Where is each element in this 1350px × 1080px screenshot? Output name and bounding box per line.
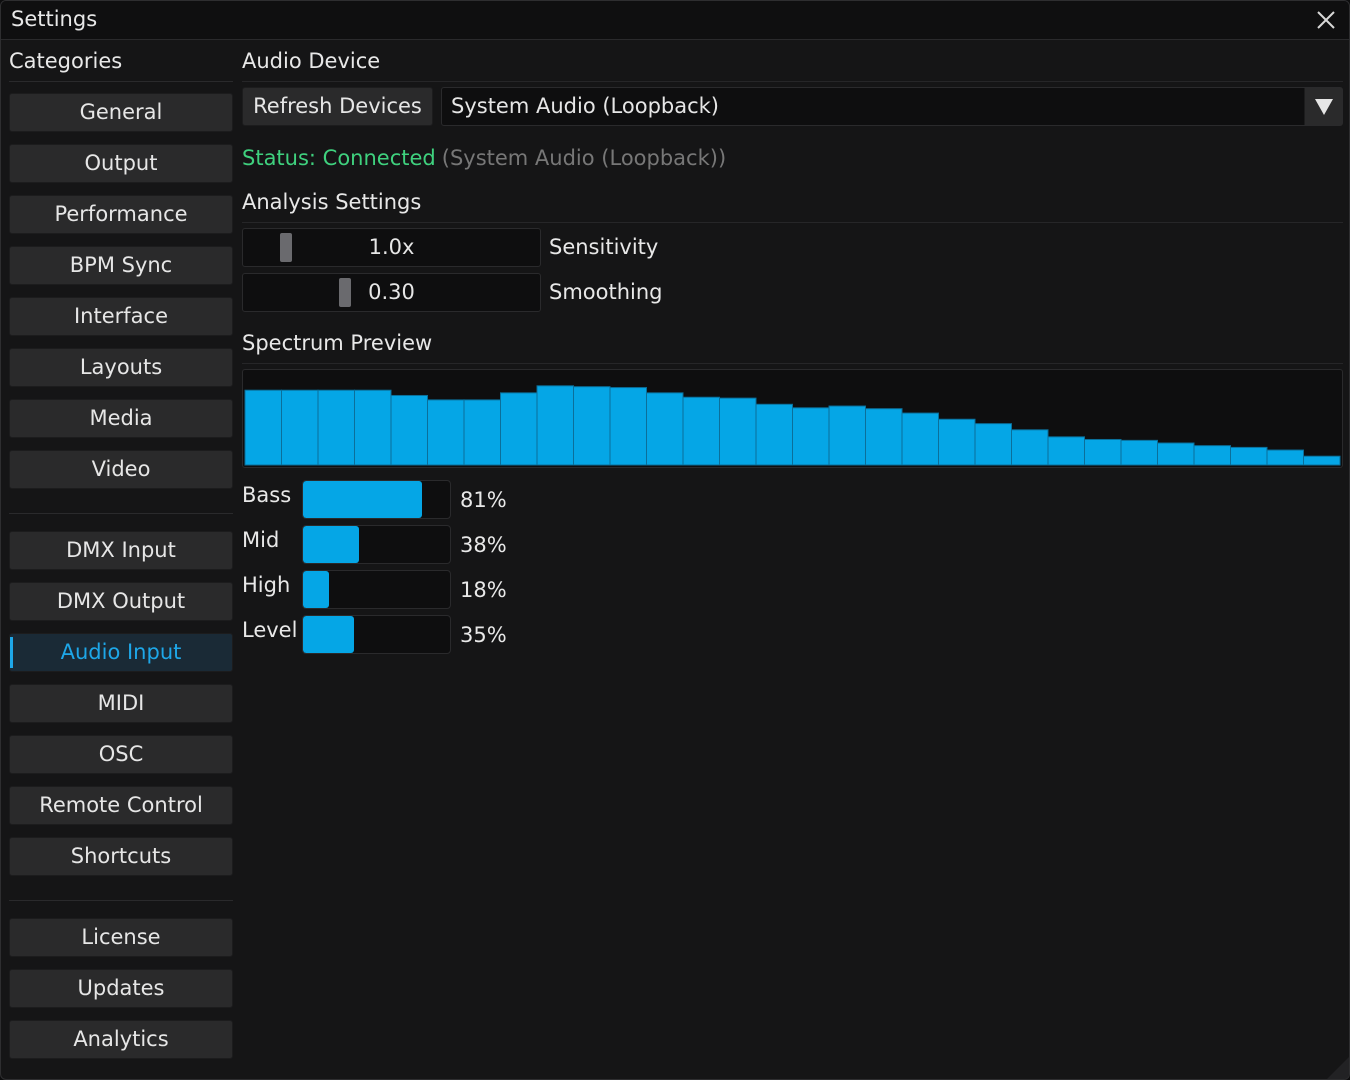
- category-interface[interactable]: Interface: [9, 297, 233, 336]
- spectrum-bar: [1120, 439, 1158, 466]
- sensitivity-value: 1.0x: [368, 235, 415, 259]
- category-analytics[interactable]: Analytics: [9, 1020, 233, 1059]
- category-layouts[interactable]: Layouts: [9, 348, 233, 387]
- spectrum-bar: [682, 396, 720, 466]
- spectrum-bar: [646, 392, 684, 466]
- audio-input-panel: Audio Device Refresh Devices System Audi…: [242, 41, 1343, 1079]
- meter-fill: [303, 481, 423, 518]
- spectrum-bar: [390, 394, 428, 466]
- spectrum-bar: [1266, 449, 1304, 466]
- category-media[interactable]: Media: [9, 399, 233, 438]
- category-remote-control[interactable]: Remote Control: [9, 786, 233, 825]
- slider-handle[interactable]: [338, 278, 351, 307]
- spectrum-bar: [1303, 455, 1341, 466]
- spectrum-bar: [463, 399, 501, 466]
- meter-percent: 81%: [460, 488, 507, 512]
- spectrum-bar: [500, 392, 538, 466]
- meter-fill: [303, 616, 355, 653]
- spectrum-bar: [1230, 446, 1268, 466]
- selected-device: System Audio (Loopback): [451, 94, 719, 118]
- connection-status: Status: Connected (System Audio (Loopback…: [242, 146, 726, 170]
- refresh-devices-button[interactable]: Refresh Devices: [242, 87, 433, 126]
- divider: [9, 513, 233, 514]
- divider: [242, 363, 1343, 364]
- spectrum-bar: [317, 389, 355, 466]
- category-dmx-output[interactable]: DMX Output: [9, 582, 233, 621]
- category-bpm-sync[interactable]: BPM Sync: [9, 246, 233, 285]
- spectrum-bar: [755, 403, 793, 466]
- category-midi[interactable]: MIDI: [9, 684, 233, 723]
- close-icon[interactable]: [1313, 7, 1339, 33]
- category-license[interactable]: License: [9, 918, 233, 957]
- status-device: (System Audio (Loopback)): [441, 146, 727, 170]
- spectrum-bar: [1047, 436, 1085, 466]
- audio-device-heading: Audio Device: [242, 49, 381, 73]
- divider: [242, 222, 1343, 223]
- level-meter-mid: [302, 525, 451, 564]
- meter-fill: [303, 526, 359, 563]
- title-bar: Settings: [1, 1, 1349, 40]
- spectrum-bar: [281, 389, 319, 466]
- level-meter-bass: [302, 480, 451, 519]
- sensitivity-slider[interactable]: 1.0x: [242, 228, 541, 267]
- spectrum-bar: [354, 389, 392, 466]
- spectrum-bar: [536, 385, 574, 466]
- level-meter-high: [302, 570, 451, 609]
- categories-heading: Categories: [9, 49, 123, 73]
- spectrum-bar: [719, 397, 757, 466]
- spectrum-bar: [1084, 438, 1122, 466]
- spectrum-bar: [573, 386, 611, 466]
- divider: [9, 900, 233, 901]
- slider-handle[interactable]: [279, 233, 292, 262]
- status-text: Status: Connected: [242, 146, 436, 170]
- category-osc[interactable]: OSC: [9, 735, 233, 774]
- resize-grip-icon[interactable]: [1319, 1049, 1349, 1079]
- spectrum-bar: [792, 407, 830, 466]
- smoothing-slider[interactable]: 0.30: [242, 273, 541, 312]
- meter-percent: 18%: [460, 578, 507, 602]
- spectrum-preview-heading: Spectrum Preview: [242, 331, 433, 355]
- category-shortcuts[interactable]: Shortcuts: [9, 837, 233, 876]
- analysis-settings-heading: Analysis Settings: [242, 190, 422, 214]
- category-audio-input[interactable]: Audio Input: [9, 633, 233, 672]
- spectrum-bar: [901, 412, 939, 466]
- level-meter-level: [302, 615, 451, 654]
- categories-sidebar: Categories General Output Performance BP…: [1, 41, 233, 1079]
- spectrum-bar: [974, 423, 1012, 466]
- category-general[interactable]: General: [9, 93, 233, 132]
- spectrum-graph: [244, 385, 1341, 466]
- spectrum-bar: [828, 405, 866, 466]
- spectrum-bar: [609, 387, 647, 466]
- audio-device-select[interactable]: System Audio (Loopback): [441, 87, 1343, 126]
- meter-label-level: Level: [242, 618, 298, 642]
- spectrum-bar: [865, 408, 903, 466]
- category-output[interactable]: Output: [9, 144, 233, 183]
- spectrum-bar: [1157, 442, 1195, 466]
- divider: [9, 81, 233, 82]
- meter-percent: 35%: [460, 623, 507, 647]
- spectrum-preview: [242, 369, 1343, 468]
- category-dmx-input[interactable]: DMX Input: [9, 531, 233, 570]
- spectrum-bar: [244, 389, 282, 466]
- smoothing-value: 0.30: [368, 280, 415, 304]
- spectrum-bar: [1193, 445, 1231, 466]
- meter-label-mid: Mid: [242, 528, 280, 552]
- sensitivity-label: Sensitivity: [549, 235, 659, 259]
- meter-percent: 38%: [460, 533, 507, 557]
- meter-fill: [303, 571, 330, 608]
- category-video[interactable]: Video: [9, 450, 233, 489]
- divider: [242, 81, 1343, 82]
- category-updates[interactable]: Updates: [9, 969, 233, 1008]
- spectrum-bar: [938, 418, 976, 466]
- meter-label-high: High: [242, 573, 291, 597]
- spectrum-bar: [1011, 429, 1049, 466]
- window-title: Settings: [11, 7, 98, 31]
- spectrum-bar: [427, 399, 465, 466]
- meter-label-bass: Bass: [242, 483, 292, 507]
- dropdown-arrow-icon[interactable]: [1304, 88, 1342, 125]
- smoothing-label: Smoothing: [549, 280, 663, 304]
- category-performance[interactable]: Performance: [9, 195, 233, 234]
